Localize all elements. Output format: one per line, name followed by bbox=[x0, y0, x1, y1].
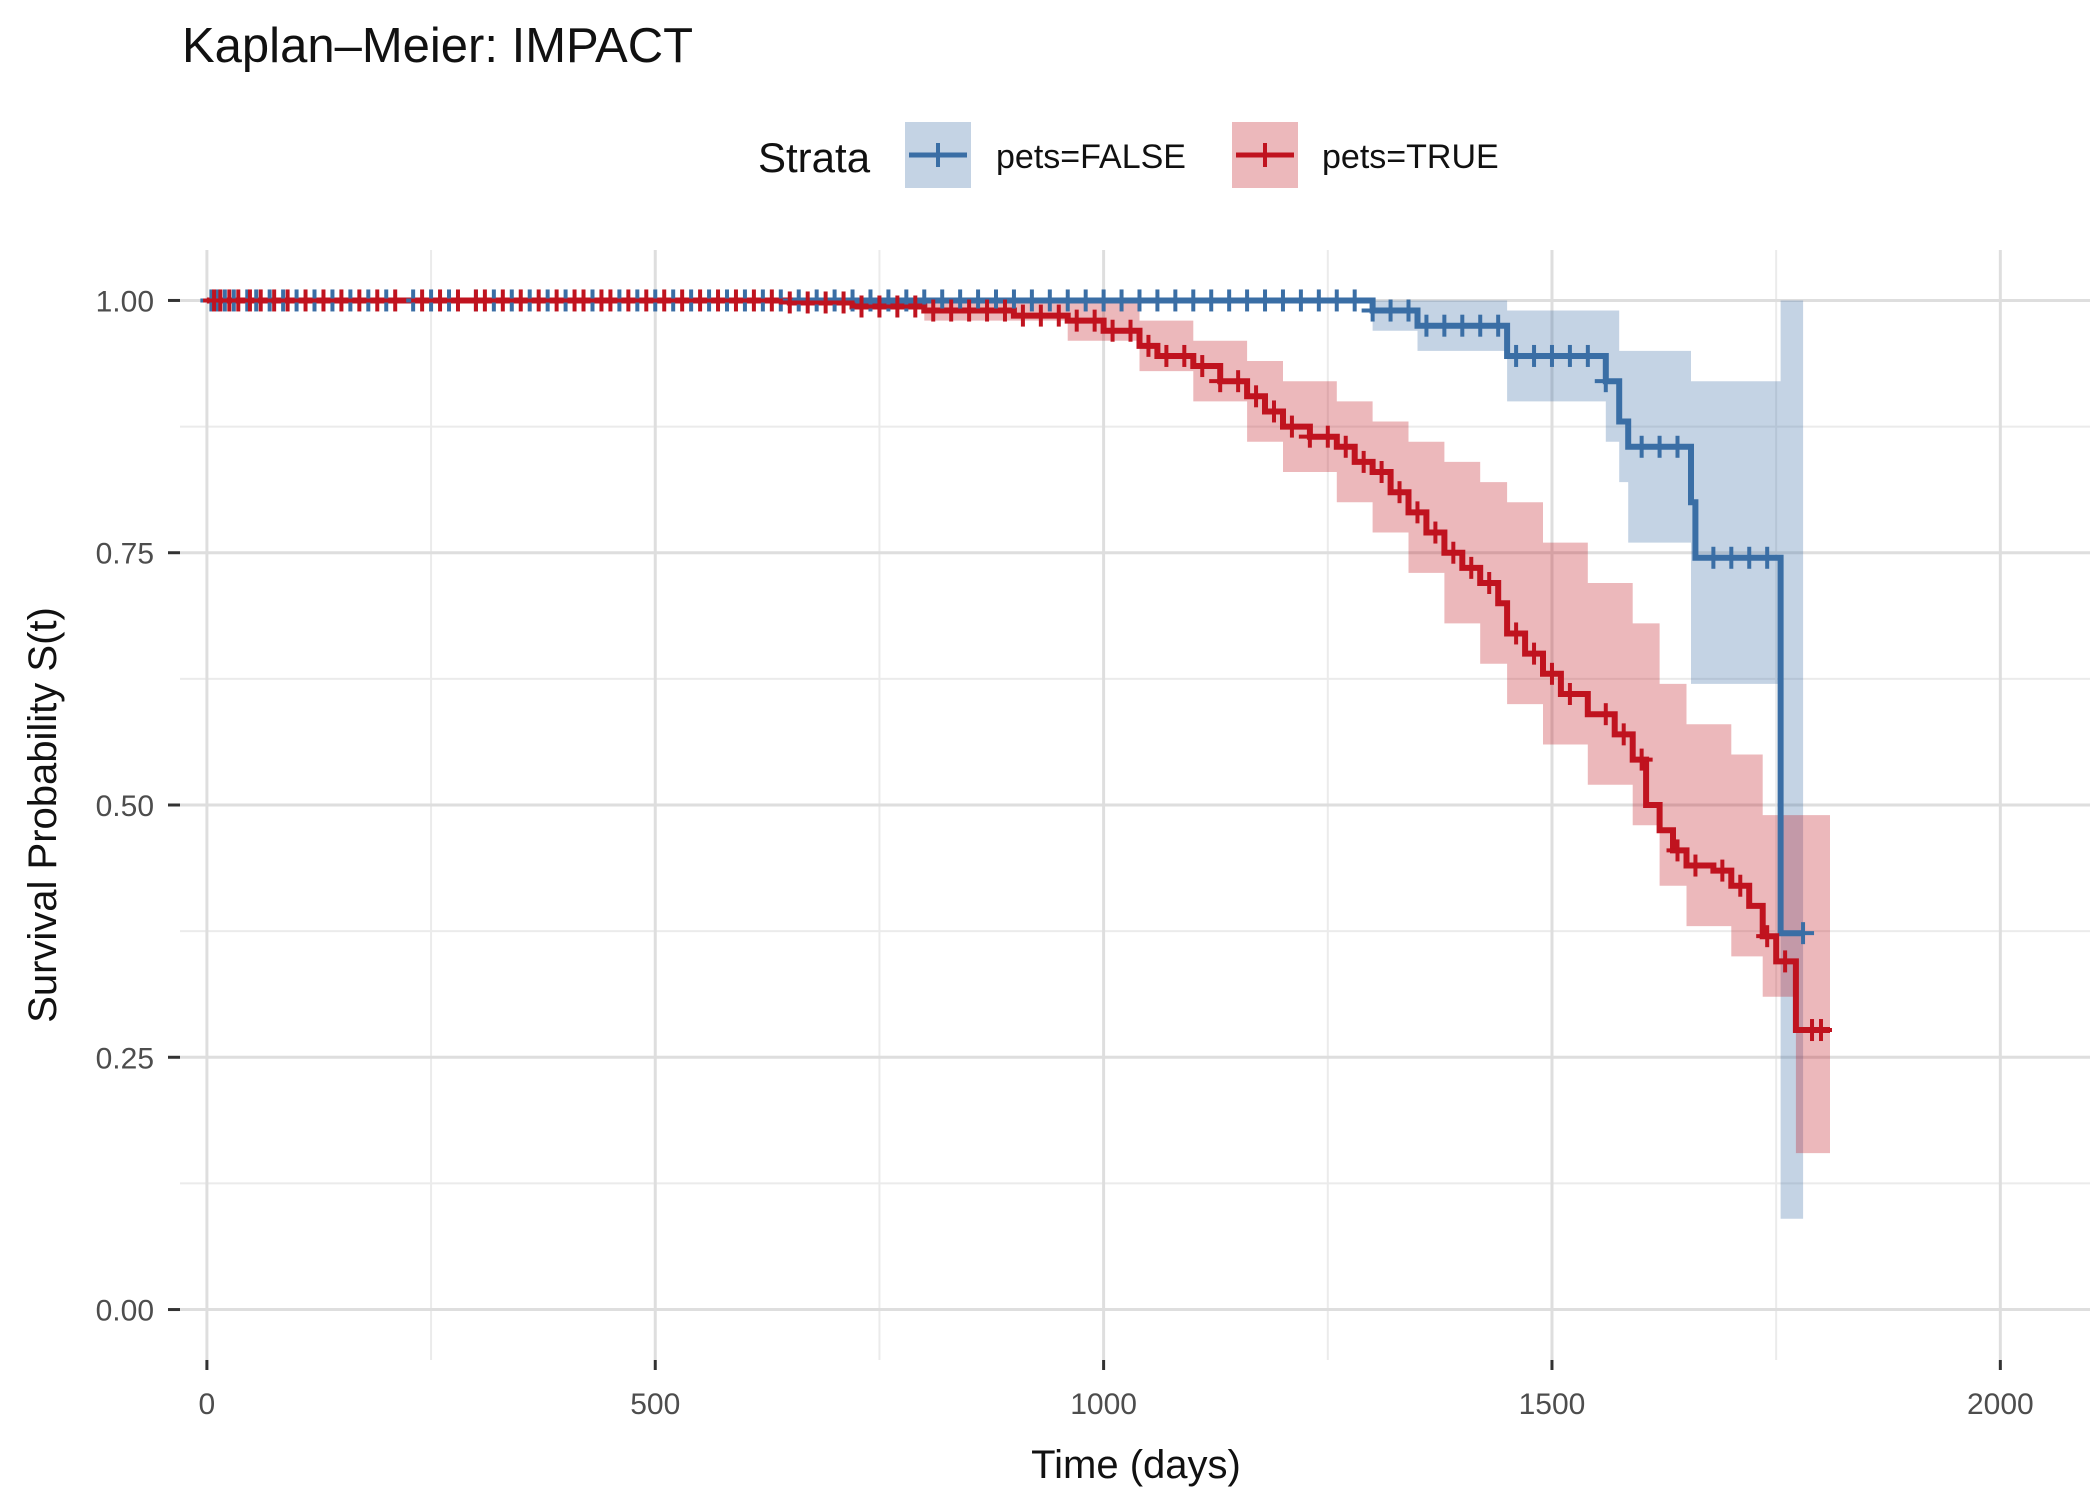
x-tick-label: 2000 bbox=[1967, 1388, 2034, 1421]
censor-mark-true bbox=[1262, 400, 1285, 423]
y-tick-label: 0.50 bbox=[96, 790, 154, 823]
x-axis-title: Time (days) bbox=[1031, 1443, 1241, 1487]
censor-mark-true bbox=[1729, 874, 1752, 897]
censor-mark-false bbox=[1666, 435, 1689, 458]
censor-mark-true bbox=[1316, 425, 1339, 448]
censor-mark-true bbox=[993, 299, 1016, 322]
censor-mark-true bbox=[1612, 723, 1635, 746]
y-tick-label: 0.75 bbox=[96, 538, 154, 571]
legend-label-true: pets=TRUE bbox=[1322, 138, 1499, 176]
censor-mark-true bbox=[1523, 642, 1546, 665]
y-tick-label: 0.25 bbox=[96, 1042, 154, 1075]
legend-label-false: pets=FALSE bbox=[996, 138, 1186, 176]
censor-mark-true bbox=[1245, 385, 1268, 408]
censor-mark-true bbox=[1684, 854, 1707, 877]
x-tick-label: 1000 bbox=[1070, 1388, 1137, 1421]
x-tick-label: 0 bbox=[199, 1388, 216, 1421]
legend: Strata pets=FALSE pets=TRUE bbox=[758, 122, 1499, 188]
censor-mark-true bbox=[1558, 683, 1581, 705]
censor-mark-true bbox=[1191, 355, 1214, 378]
censor-mark-true bbox=[1774, 950, 1797, 973]
chart-title: Kaplan–Meier: IMPACT bbox=[182, 19, 693, 73]
censor-mark-true bbox=[1352, 450, 1375, 473]
censor-mark-true bbox=[1630, 748, 1653, 771]
censor-mark-false bbox=[1792, 922, 1815, 945]
censor-mark-true bbox=[1478, 572, 1501, 594]
grid bbox=[180, 250, 2090, 1360]
censor-mark-true bbox=[1334, 435, 1357, 458]
censor-mark-true bbox=[1809, 1019, 1832, 1042]
y-tick-label: 0.00 bbox=[96, 1295, 154, 1328]
censor-mark-false bbox=[1487, 314, 1510, 337]
censor-mark-false bbox=[1756, 546, 1779, 569]
x-tick-label: 1500 bbox=[1519, 1388, 1586, 1421]
censor-mark-true bbox=[832, 291, 855, 314]
censor-mark-true bbox=[1280, 415, 1303, 438]
censor-marks bbox=[200, 289, 1832, 1042]
censor-mark-true bbox=[1594, 703, 1617, 726]
censor-mark-true bbox=[1540, 662, 1563, 685]
censor-mark-true bbox=[1424, 521, 1447, 544]
censor-mark-true bbox=[1666, 839, 1689, 862]
censor-mark-false bbox=[1594, 370, 1617, 393]
legend-entry-false: pets=FALSE bbox=[905, 122, 1186, 188]
censor-mark-true bbox=[384, 289, 407, 312]
ci-band-false bbox=[206, 300, 1804, 1219]
censor-mark-true bbox=[1173, 344, 1196, 367]
censor-mark-true bbox=[904, 295, 927, 318]
axes: 0 500 1000 1500 2000 0.00 0.25 0.50 0.75 1.00 bbox=[96, 285, 2034, 1421]
censor-mark-true bbox=[1137, 334, 1160, 357]
censor-mark-true bbox=[1227, 370, 1250, 393]
censor-mark-true bbox=[1370, 461, 1393, 483]
ci-band-true bbox=[206, 300, 1830, 1154]
censor-mark-false bbox=[1397, 299, 1420, 322]
x-tick-label: 500 bbox=[630, 1388, 680, 1421]
censor-mark-false bbox=[1343, 289, 1366, 312]
censor-mark-true bbox=[1711, 859, 1734, 882]
censor-mark-true bbox=[1505, 622, 1528, 645]
censor-mark-true bbox=[760, 289, 783, 312]
legend-entry-true: pets=TRUE bbox=[1232, 122, 1499, 188]
censor-mark-true bbox=[1406, 501, 1429, 524]
censor-mark-true bbox=[1460, 556, 1483, 579]
y-tick-label: 1.00 bbox=[96, 285, 154, 318]
censor-mark-false bbox=[1576, 344, 1599, 367]
legend-title: Strata bbox=[758, 134, 871, 181]
censor-mark-true bbox=[1083, 309, 1106, 332]
censor-mark-true bbox=[1119, 319, 1142, 342]
confidence-bands bbox=[206, 300, 1830, 1219]
censor-mark-true bbox=[1388, 481, 1411, 504]
censor-mark-true bbox=[1047, 304, 1070, 327]
y-axis-title: Survival Probability S(t) bbox=[21, 607, 65, 1023]
censor-mark-true bbox=[1442, 541, 1465, 564]
censor-mark-true bbox=[1756, 925, 1779, 948]
